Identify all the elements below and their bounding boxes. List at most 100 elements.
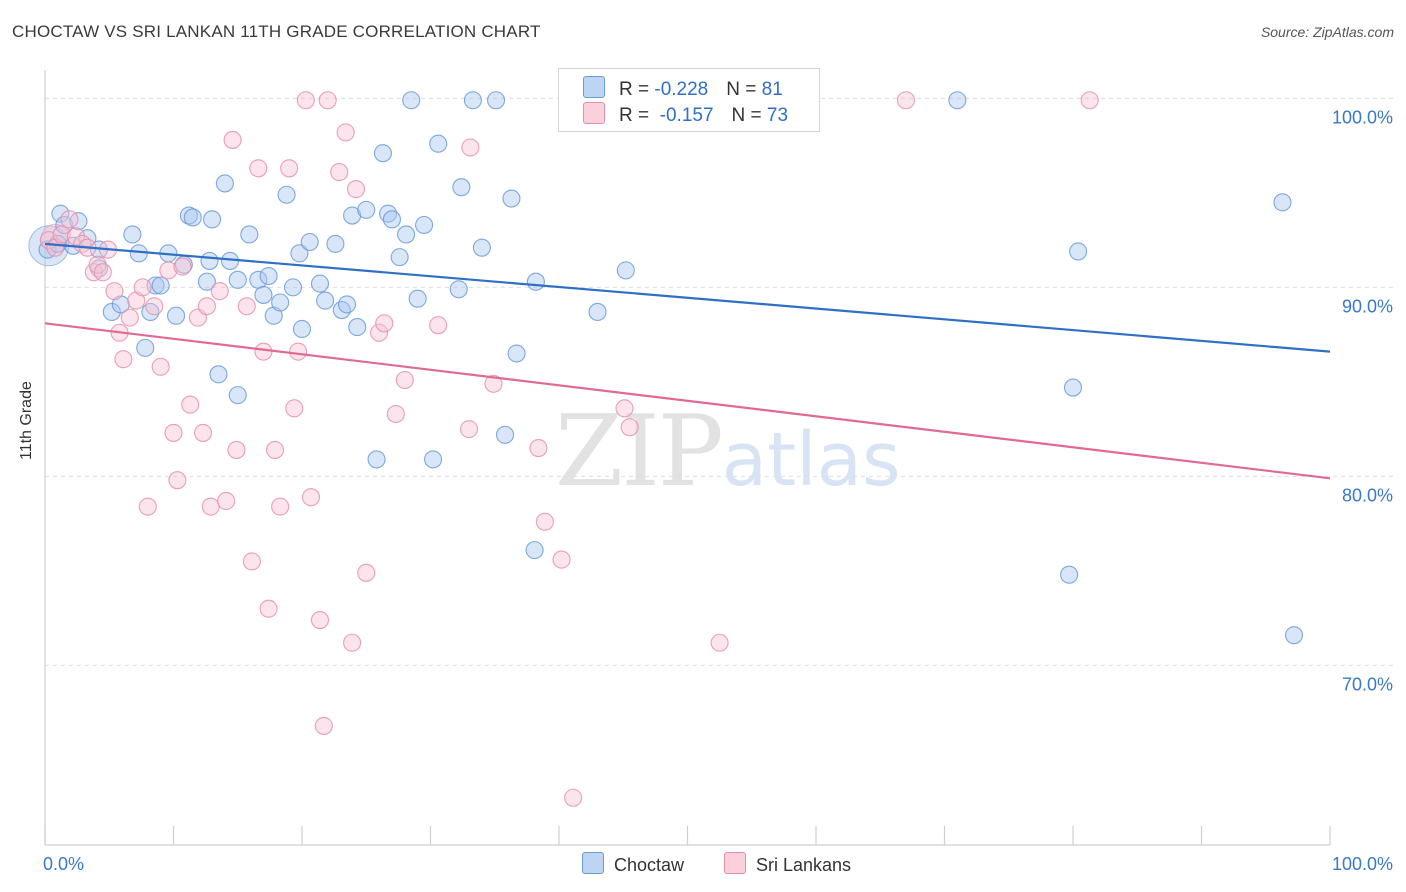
srilankans-point [93,263,112,282]
choctaw-point [290,244,309,263]
choctaw-point [69,212,88,231]
srilankans-point [249,159,268,178]
srilankans-point [710,633,729,652]
legend-n-value: 73 [766,105,789,126]
srilankans-swatch-icon [583,102,605,124]
chart-title: CHOCTAW VS SRI LANKAN 11TH GRADE CORRELA… [12,22,541,41]
choctaw-point [495,425,515,444]
srilankans-point [120,308,139,327]
bottom-legend-choctaw: Choctaw [582,852,684,876]
choctaw-point [1273,193,1292,212]
srilankans-point [254,342,273,361]
choctaw-point [283,278,303,297]
srilankans-point [114,350,133,369]
srilankans-point [296,91,315,110]
choctaw-point [525,541,544,560]
y-tick-label: 90.0% [1342,296,1393,316]
choctaw-point [51,204,70,223]
srilankans-point [265,440,285,459]
choctaw-point [463,91,482,110]
srilankans-point [318,91,337,110]
choctaw-point [197,272,216,291]
choctaw-point [367,450,386,469]
srilankans-legend-label: Sri Lankans [756,855,852,875]
srilankans-point [314,716,333,735]
srilankans-point [330,163,349,182]
choctaw-point [397,225,416,244]
choctaw-point [502,189,521,208]
srilankans-point [535,512,554,531]
srilankans-point [285,399,304,418]
choctaw-point [200,251,219,270]
srilankans-point [201,497,220,516]
choctaw-point [203,210,222,229]
srilankans-point [310,611,330,630]
legend-row-choctaw: R = -0.228 N = 81 [583,76,783,101]
choctaw-point [259,266,278,286]
x-tick-label: 0.0% [43,854,84,874]
choctaw-point [1060,565,1079,584]
choctaw-point [402,91,421,110]
srilankans-point [395,370,414,390]
legend-r-label: R = [619,79,655,100]
choctaw-swatch-icon [583,76,605,98]
srilankans-point [271,497,290,516]
srilankans-point [227,440,246,459]
choctaw-point [507,344,526,363]
choctaw-point [326,234,345,253]
srilankans-point [529,438,548,458]
watermark-atlas: atlas [721,417,901,503]
srilankans-point [459,420,479,439]
srilankans-point [181,395,200,414]
srilankans-point [133,278,152,297]
y-tick-label: 80.0% [1342,485,1393,505]
choctaw-point [300,232,319,252]
watermark-zip: ZIP [555,395,724,509]
srilankans-point [210,282,229,301]
srilankans-point [105,282,124,301]
choctaw-point [373,144,393,163]
srilankans-point [66,227,85,246]
srilankans-point [357,563,376,582]
srilankans-trend-line [44,322,1331,480]
choctaw-point [167,306,186,325]
srilankans-point [1080,91,1099,110]
srilankans-point [346,180,366,199]
srilankans-point [217,491,236,511]
choctaw-point [228,386,247,405]
choctaw-point [316,291,335,310]
srilankans-point [164,423,183,442]
srilankans-point [280,159,299,178]
srilankans-point [484,374,503,393]
srilankans-point [173,257,192,276]
choctaw-legend-icon [582,852,604,874]
choctaw-point [415,215,434,235]
choctaw-point [348,318,367,337]
srilankans-point [168,471,187,490]
srilankans-point [370,323,389,342]
choctaw-point [292,319,312,339]
choctaw-trend-line [44,242,1331,353]
bottom-legend-srilankans: Sri Lankans [724,852,851,876]
choctaw-point [123,225,142,244]
choctaw-point [1063,378,1083,397]
choctaw-point [472,238,491,257]
choctaw-point [357,200,376,219]
legend-r-value: -0.157 [654,105,714,126]
choctaw-point [277,185,296,204]
choctaw-point [209,365,228,384]
legend-r-value: -0.228 [654,79,709,100]
srilankans-legend-icon [724,852,746,874]
choctaw-point [486,91,506,110]
source-credit: Source: ZipAtlas.com [1260,24,1394,40]
choctaw-point [332,301,351,320]
srilankans-point [259,599,278,618]
choctaw-point [337,295,357,314]
srilankans-point [159,261,178,280]
srilankans-point [375,314,394,333]
choctaw-point [1284,626,1304,645]
srilankans-point [615,399,634,418]
choctaw-point [382,210,402,229]
srilankans-point [242,552,261,571]
srilankans-point [197,297,216,316]
